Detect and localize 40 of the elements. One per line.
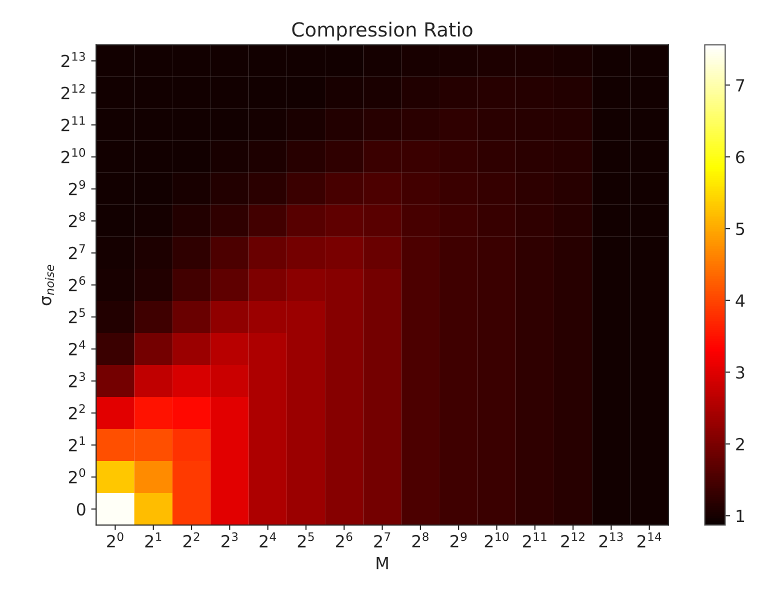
y-tick-label: 2$^{1}$ (68, 436, 85, 452)
x-tick-label: 2$^{14}$ (637, 532, 662, 548)
y-tick-label: 2$^{9}$ (68, 180, 86, 196)
x-tick-label: 2$^{1}$ (145, 532, 162, 548)
color-bar-label: 6 (736, 150, 744, 164)
x-tick-label: 2$^{0}$ (107, 532, 124, 548)
y-tick-label: 2$^{13}$ (61, 52, 85, 68)
color-bar-label: 4 (736, 294, 745, 307)
x-tick-label: 2$^{12}$ (561, 532, 584, 548)
chart-title: Compression Ratio (292, 22, 472, 41)
y-tick-label: 2$^{12}$ (61, 84, 85, 100)
y-tick-label: 2$^{10}$ (61, 148, 86, 164)
color-bar-label: 2 (736, 438, 744, 450)
y-tick-label: 2$^{11}$ (61, 116, 85, 132)
x-tick-label: 2$^{8}$ (412, 532, 428, 548)
x-tick-label: 2$^{5}$ (298, 532, 314, 548)
y-tick-label: 2$^{5}$ (68, 308, 85, 324)
y-tick-label: 2$^{4}$ (68, 340, 86, 356)
y-tick-label: 2$^{0}$ (68, 468, 86, 484)
x-tick-label: 2$^{3}$ (222, 532, 238, 548)
color-bar-label: 5 (736, 222, 744, 236)
y-tick-label: 0 (76, 503, 86, 516)
x-tick-label: 2$^{13}$ (599, 532, 623, 548)
y-axis-title: σ$_{noise}$ (42, 264, 54, 306)
x-tick-label: 2$^{10}$ (484, 532, 508, 548)
color-bar-label: 3 (736, 366, 744, 379)
x-tick-label: 2$^{2}$ (183, 532, 200, 548)
y-tick-label: 2$^{7}$ (68, 244, 85, 260)
y-tick-label: 2$^{6}$ (68, 276, 86, 292)
x-axis-title: M (376, 556, 388, 570)
x-tick-label: 2$^{7}$ (374, 532, 390, 548)
x-tick-label: 2$^{11}$ (523, 532, 546, 548)
y-tick-label: 2$^{3}$ (68, 372, 85, 388)
color-bar-label: 7 (736, 79, 744, 92)
y-tick-label: 2$^{8}$ (68, 212, 86, 228)
color-bar-label: 1 (736, 510, 744, 522)
x-tick-label: 2$^{4}$ (260, 532, 276, 548)
x-tick-label: 2$^{6}$ (336, 532, 352, 548)
x-tick-label: 2$^{9}$ (450, 532, 467, 548)
y-tick-label: 2$^{2}$ (68, 404, 85, 420)
